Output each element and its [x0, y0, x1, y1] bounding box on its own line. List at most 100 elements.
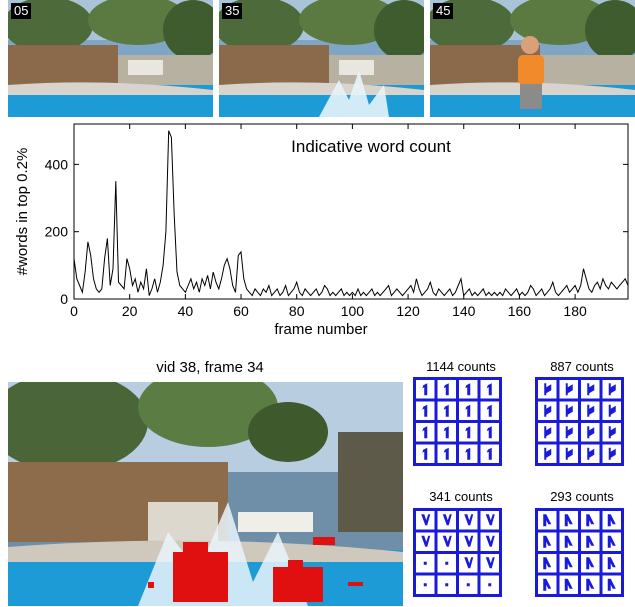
grid-glyph	[544, 404, 552, 417]
grid-glyph	[422, 404, 428, 417]
x-tick-label: 60	[233, 303, 249, 319]
grid-glyph	[544, 426, 552, 439]
x-tick-label: 80	[289, 303, 305, 319]
x-tick-label: 0	[70, 303, 78, 319]
grid-glyph	[465, 447, 471, 460]
word-grid-887	[535, 377, 624, 466]
x-tick-label: 160	[508, 303, 532, 319]
grid-glyph	[565, 404, 573, 417]
x-tick-label: 40	[178, 303, 194, 319]
grid-glyph	[466, 583, 470, 587]
grid-glyph	[565, 383, 573, 396]
grid-glyph	[587, 404, 595, 417]
main-image-title: vid 38, frame 34	[156, 359, 264, 376]
pool-scene-image	[219, 0, 424, 117]
thumbnail-label: 35	[222, 3, 243, 19]
grid-glyph	[422, 426, 428, 439]
grid-glyph	[464, 514, 474, 526]
grid-glyph	[587, 383, 595, 396]
chart-title: Indicative word count	[291, 137, 451, 156]
grid-glyph	[608, 447, 616, 460]
grid-glyph	[544, 383, 552, 396]
grid-glyph	[586, 514, 595, 527]
pool-scene-image	[430, 0, 635, 117]
y-tick-label: 0	[60, 291, 68, 307]
grid-glyph	[608, 404, 616, 417]
y-tick-label: 400	[45, 156, 69, 172]
grid-glyph	[565, 426, 573, 439]
grid-glyph	[445, 561, 449, 565]
grid-label: 1144 counts	[426, 359, 496, 374]
grid-glyph	[443, 447, 449, 460]
grid-glyph	[587, 447, 595, 460]
main-pool-image	[8, 382, 403, 606]
x-tick-label: 100	[341, 303, 365, 319]
y-axis-label: #words in top 0.2%	[14, 148, 31, 276]
grid-label: 887 counts	[550, 359, 614, 374]
grid-glyph	[607, 535, 616, 548]
grid-glyph	[422, 447, 428, 460]
grid-glyph	[443, 383, 449, 396]
grid-glyph	[464, 535, 474, 547]
grid-glyph	[485, 557, 495, 569]
x-tick-label: 120	[396, 303, 420, 319]
grid-glyph	[442, 535, 452, 547]
grid-glyph	[445, 583, 449, 587]
highlight-regions	[148, 537, 363, 602]
grid-glyph	[486, 383, 492, 396]
word-grid-293	[535, 508, 624, 597]
y-tick-label: 200	[45, 224, 69, 240]
grid-glyph	[586, 535, 595, 548]
x-tick-label: 140	[452, 303, 476, 319]
grid-glyph	[544, 447, 552, 460]
pool-scene-image	[8, 0, 213, 117]
grid-label: 293 counts	[550, 489, 614, 504]
grid-glyph	[422, 383, 428, 396]
grid-glyph	[564, 557, 573, 570]
grid-glyph	[608, 383, 616, 396]
grid-glyph	[486, 404, 492, 417]
thumbnail-frame-05: 05	[8, 0, 213, 117]
grid-glyph	[586, 578, 595, 591]
grid-glyph	[543, 514, 552, 527]
grid-glyph	[564, 514, 573, 527]
grid-glyph	[443, 426, 449, 439]
grid-glyph	[465, 426, 471, 439]
grid-glyph	[423, 561, 427, 565]
grid-glyph	[587, 426, 595, 439]
grid-glyph	[485, 535, 495, 547]
grid-glyph	[421, 535, 431, 547]
grid-glyph	[543, 557, 552, 570]
grid-glyph	[464, 557, 474, 569]
grid-glyph	[607, 514, 616, 527]
x-tick-label: 180	[563, 303, 587, 319]
x-tick-label: 20	[122, 303, 138, 319]
grid-glyph	[465, 383, 471, 396]
plot-frame	[73, 123, 629, 300]
grid-glyph	[486, 447, 492, 460]
grid-glyph	[488, 583, 492, 587]
grid-glyph	[565, 447, 573, 460]
grid-glyph	[443, 404, 449, 417]
word-grid-1144	[413, 377, 502, 466]
grid-glyph	[564, 535, 573, 548]
grid-glyph	[423, 583, 427, 587]
grid-glyph	[586, 557, 595, 570]
x-axis-label: frame number	[274, 321, 367, 338]
grid-glyph	[486, 426, 492, 439]
grid-glyph	[607, 578, 616, 591]
grid-glyph	[608, 426, 616, 439]
grid-glyph	[442, 514, 452, 526]
grid-glyph	[543, 535, 552, 548]
series-line	[73, 130, 629, 297]
thumbnail-label: 05	[11, 3, 32, 19]
thumbnail-frame-35: 35	[219, 0, 424, 117]
thumbnail-frame-45: 45	[430, 0, 635, 117]
thumbnail-label: 45	[433, 3, 454, 19]
word-count-chart: 0 20 40 60 80 100 120 140 160 180 0 200 400 Indicativ…	[14, 123, 629, 338]
grid-glyph	[421, 514, 431, 526]
grid-label: 341 counts	[429, 489, 493, 504]
grid-glyph	[564, 578, 573, 591]
word-grid-341	[413, 508, 502, 597]
grid-glyph	[607, 557, 616, 570]
